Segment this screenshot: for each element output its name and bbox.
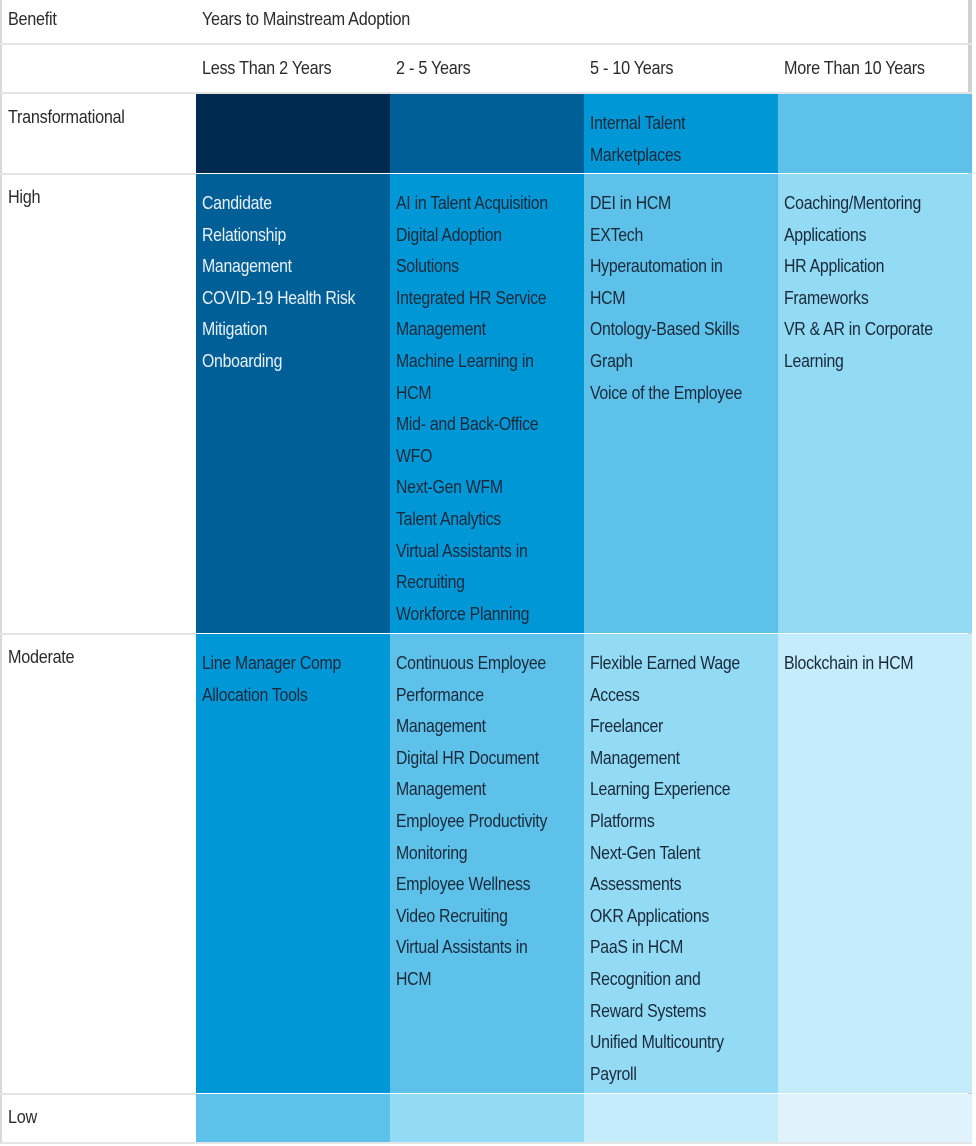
cell-text: Relationship [202, 224, 287, 245]
cell-text: Allocation Tools [202, 684, 308, 705]
cell-high-col4: Coaching/Mentoring Applications HR Applica… [778, 174, 972, 633]
cell-text: VR & AR in Corporate [784, 319, 933, 340]
cell-text: HCM [396, 382, 432, 403]
cell-text: COVID-19 Health Risk [202, 287, 356, 308]
row-label-transformational: Transformational [8, 107, 125, 127]
cell-text: Virtual Assistants in [396, 540, 528, 561]
cell-moderate-col3: Flexible Earned Wage Access Freelancer Mana… [584, 634, 778, 1093]
cell-text: Flexible Earned Wage [590, 653, 740, 673]
cell-moderate-col2: Continuous Employee Performance Management… [390, 634, 584, 1093]
cell-text: Marketplaces [590, 144, 682, 165]
cell-text: AI in Talent Acquisition [396, 193, 548, 213]
cell-transformational-col3: Internal Talent Marketplaces [584, 94, 778, 173]
cell-text: Solutions [396, 256, 459, 277]
cell-text: Video Recruiting [396, 905, 508, 926]
cell-text: Onboarding [202, 350, 283, 371]
cell-text: Management [396, 779, 486, 800]
cell-text: Learning Experience [590, 779, 731, 800]
column-header-5-10: 5 - 10 Years [590, 58, 674, 78]
cell-text: Reward Systems [590, 1000, 707, 1021]
cell-text: Internal Talent [590, 113, 686, 133]
cell-text: Platforms [590, 810, 655, 831]
cell-text: Payroll [590, 1063, 637, 1084]
cell-text: Employee Wellness [396, 874, 531, 895]
cell-text: Ontology-Based Skills [590, 319, 740, 340]
cell-low-col2 [390, 1094, 584, 1142]
cell-text: Employee Productivity [396, 810, 548, 831]
cell-moderate-col4: Blockchain in HCM [778, 634, 972, 1093]
row-label-high: High [8, 187, 41, 207]
cell-text: Management [396, 716, 486, 737]
divider [0, 173, 196, 175]
cell-high-col1: Candidate Relationship Management COVID-19 … [196, 174, 390, 633]
divider [0, 1093, 196, 1095]
cell-text: Applications [784, 224, 867, 245]
cell-text: WFO [396, 445, 433, 466]
cell-text: Continuous Employee [396, 653, 546, 673]
column-header-less-than-2: Less Than 2 Years [202, 58, 332, 78]
cell-text: Management [396, 319, 486, 340]
cell-text: EXTech [590, 224, 644, 245]
cell-text: DEI in HCM [590, 193, 671, 213]
column-header-2-5: 2 - 5 Years [396, 58, 471, 78]
cell-text: Freelancer [590, 716, 664, 737]
row-label-low: Low [8, 1107, 37, 1127]
cell-high-col2: AI in Talent Acquisition Digital Adoption… [390, 174, 584, 633]
cell-text: Integrated HR Service [396, 287, 547, 308]
cell-text: Digital HR Document [396, 747, 539, 768]
cell-text: Management [590, 747, 680, 768]
cell-text: Blockchain in HCM [784, 653, 914, 673]
cell-text: Performance [396, 684, 484, 705]
divider [0, 633, 196, 635]
cell-text: Learning [784, 350, 844, 371]
cell-text: HCM [590, 287, 626, 308]
cell-text: Mid- and Back-Office [396, 414, 539, 435]
cell-text: Machine Learning in [396, 350, 534, 371]
divider [0, 92, 972, 94]
cell-high-col3: DEI in HCM EXTech Hyperautomation in HCM Ont… [584, 174, 778, 633]
benefit-header: Benefit [8, 9, 57, 29]
cell-text: Mitigation [202, 319, 268, 340]
cell-text: Management [202, 256, 292, 277]
cell-text: HCM [396, 968, 432, 989]
cell-text: Voice of the Employee [590, 382, 743, 403]
cell-transformational-col4 [778, 94, 972, 173]
cell-text: HR Application [784, 256, 885, 277]
cell-text: Recognition and [590, 968, 701, 989]
row-label-moderate: Moderate [8, 647, 75, 667]
cell-transformational-col2 [390, 94, 584, 173]
cell-text: Unified Multicountry [590, 1032, 724, 1053]
divider [0, 1142, 972, 1144]
cell-text: Access [590, 684, 640, 705]
cell-low-col4 [778, 1094, 972, 1142]
cell-text: Digital Adoption [396, 224, 502, 245]
cell-low-col3 [584, 1094, 778, 1142]
cell-text: Next-Gen Talent [590, 842, 701, 863]
cell-text: Hyperautomation in [590, 256, 723, 277]
cell-text: Monitoring [396, 842, 468, 863]
cell-text: Assessments [590, 874, 682, 895]
cell-moderate-col1: Line Manager Comp Allocation Tools [196, 634, 390, 1093]
cell-text: Line Manager Comp [202, 653, 342, 673]
cell-text: OKR Applications [590, 905, 710, 926]
cell-text: Workforce Planning [396, 603, 530, 624]
cell-text: Graph [590, 350, 633, 371]
years-header: Years to Mainstream Adoption [202, 9, 410, 29]
cell-text: Next-Gen WFM [396, 477, 503, 498]
divider [0, 43, 972, 45]
cell-text: Talent Analytics [396, 508, 501, 529]
column-header-more-than-10: More Than 10 Years [784, 58, 925, 78]
cell-text: Frameworks [784, 287, 869, 308]
cell-low-col1 [196, 1094, 390, 1142]
cell-text: Candidate [202, 193, 272, 213]
cell-transformational-col1 [196, 94, 390, 173]
cell-text: Virtual Assistants in [396, 937, 528, 958]
cell-text: Recruiting [396, 572, 465, 593]
cell-text: PaaS in HCM [590, 937, 684, 958]
cell-text: Coaching/Mentoring [784, 193, 922, 213]
